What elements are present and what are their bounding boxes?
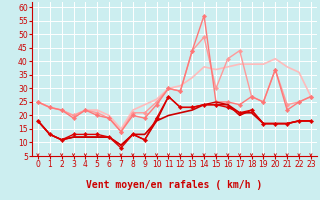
X-axis label: Vent moyen/en rafales ( km/h ): Vent moyen/en rafales ( km/h )	[86, 180, 262, 190]
